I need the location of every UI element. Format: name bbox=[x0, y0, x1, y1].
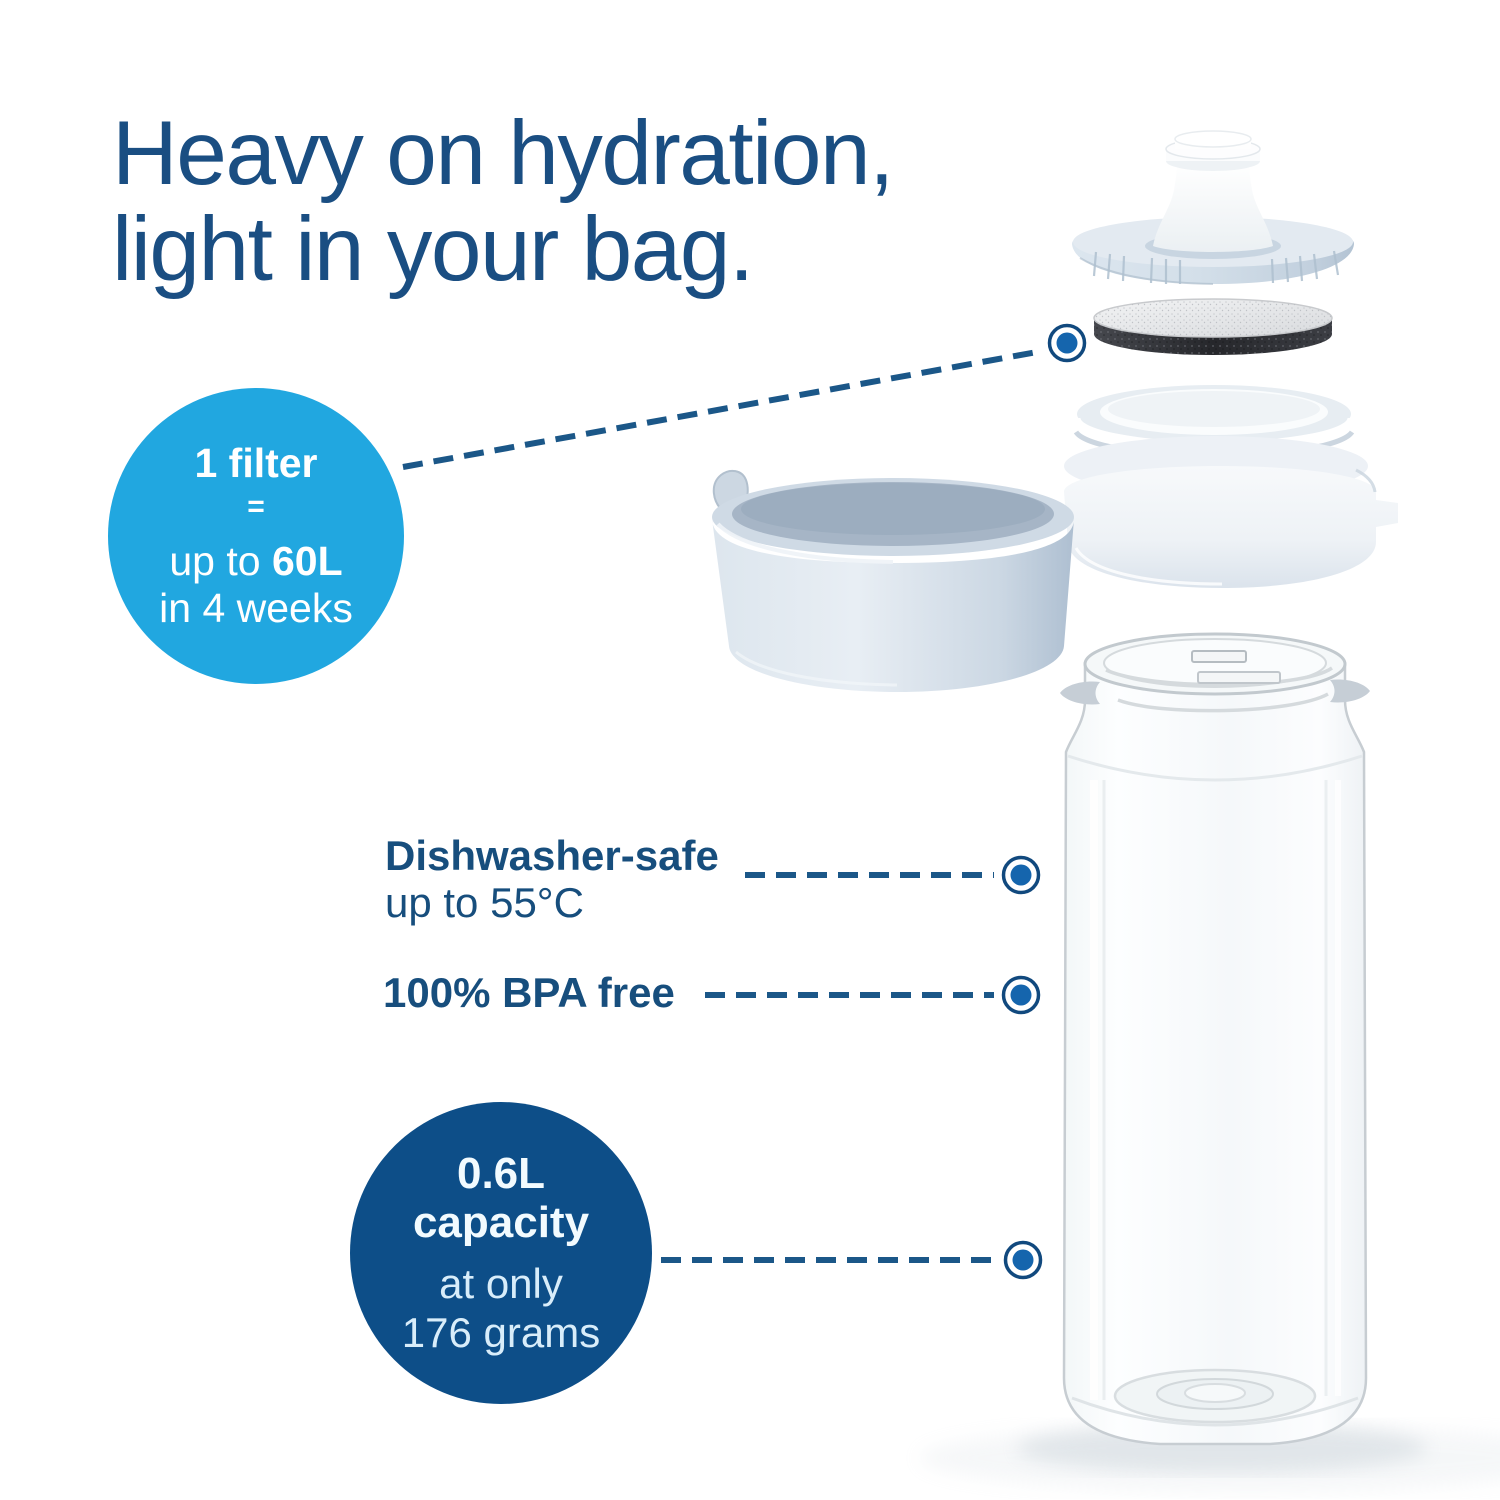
headline: Heavy on hydration, light in your bag. bbox=[112, 103, 894, 300]
bottle-thread bbox=[1105, 666, 1333, 713]
callout-marker-dishwasher bbox=[1001, 855, 1041, 895]
callout-markers bbox=[1001, 323, 1087, 1280]
capacity-badge: 0.6L capacity at only 176 grams bbox=[350, 1102, 652, 1404]
callout-dishwasher-title: Dishwasher-safe bbox=[385, 832, 719, 879]
callout-marker-bpa bbox=[1001, 975, 1041, 1015]
callout-marker-capacity bbox=[1003, 1240, 1043, 1280]
callout-bpa-title: 100% BPA free bbox=[383, 969, 675, 1016]
headline-line2: light in your bag. bbox=[112, 199, 754, 300]
locking-collar bbox=[712, 469, 1074, 692]
cap-grooves bbox=[1092, 250, 1340, 284]
bottle-base bbox=[1071, 1368, 1359, 1427]
capacity-badge-weight-line2: 176 grams bbox=[401, 1309, 601, 1356]
bottle-body bbox=[1062, 634, 1368, 1446]
filter-badge-volume: up to 60L bbox=[169, 538, 343, 584]
leader-line-filter bbox=[402, 349, 1038, 470]
filter-badge-duration: in 4 weeks bbox=[159, 585, 353, 631]
callout-dishwasher: Dishwasher-safe up to 55°C bbox=[385, 832, 719, 926]
cap-mouthpiece bbox=[1153, 163, 1273, 252]
capacity-badge-volume: 0.6L bbox=[456, 1149, 546, 1198]
capacity-badge-weight-line1: at only bbox=[439, 1260, 563, 1307]
bottle-right-lug bbox=[1330, 679, 1370, 703]
callout-marker-filter bbox=[1047, 323, 1087, 363]
callout-dishwasher-subtitle: up to 55°C bbox=[385, 879, 584, 926]
bottle-left-lug bbox=[1060, 681, 1100, 705]
capacity-badge-label: capacity bbox=[412, 1198, 590, 1247]
collar-body bbox=[712, 519, 1074, 692]
leader-lines bbox=[402, 349, 1038, 1263]
bottle bbox=[1060, 632, 1370, 1446]
filter-disc bbox=[1093, 298, 1333, 355]
filter-badge-title: 1 filter bbox=[194, 440, 318, 486]
spout-cap bbox=[1072, 130, 1354, 285]
headline-line1: Heavy on hydration, bbox=[112, 103, 894, 204]
filter-housing bbox=[1064, 385, 1398, 588]
filter-usage-badge: 1 filter = up to 60L in 4 weeks bbox=[108, 388, 404, 684]
callout-bpa: 100% BPA free bbox=[383, 969, 675, 1016]
filter-badge-equals: = bbox=[247, 490, 265, 523]
housing-skirt bbox=[1064, 466, 1398, 588]
